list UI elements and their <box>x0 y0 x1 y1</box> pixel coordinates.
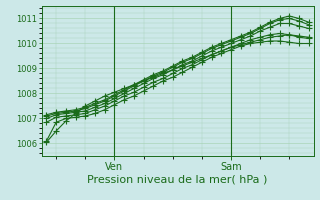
X-axis label: Pression niveau de la mer( hPa ): Pression niveau de la mer( hPa ) <box>87 174 268 184</box>
